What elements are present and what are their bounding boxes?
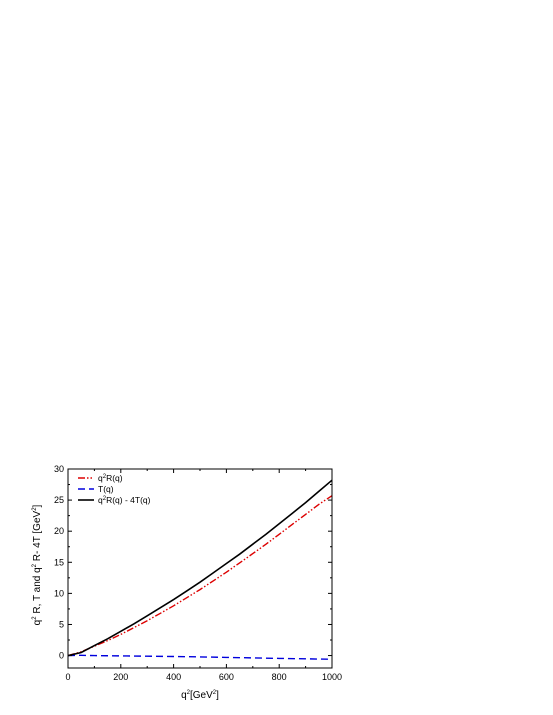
y-tick-label: 0	[59, 651, 64, 661]
x-tick-label: 800	[272, 672, 287, 682]
y-tick-label: 20	[54, 526, 64, 536]
legend-label-1: T(q)	[98, 484, 114, 494]
x-tick-label: 600	[219, 672, 234, 682]
series-line-1	[67, 654, 333, 660]
y-tick-label: 10	[54, 588, 64, 598]
x-axis-title: q2[GeV2]	[181, 690, 219, 701]
x-tick-label: 400	[166, 672, 181, 682]
x-tick-label: 1000	[322, 672, 342, 682]
x-tick-label: 0	[65, 672, 70, 682]
series-line-0	[67, 495, 333, 657]
y-tick-label: 30	[54, 464, 64, 474]
y-tick-label: 25	[54, 495, 64, 505]
y-tick-label: 5	[59, 619, 64, 629]
legend: q2R(q)T(q)q2R(q) - 4T(q)	[78, 473, 151, 505]
legend-label-0: q2R(q)	[98, 473, 123, 483]
y-axis-title: q2 R, T and q2 R- 4T [GeV2]	[32, 504, 43, 625]
plot-area	[67, 479, 333, 660]
y-tick-label: 15	[54, 557, 64, 567]
series-line-2	[67, 479, 333, 657]
legend-label-2: q2R(q) - 4T(q)	[98, 495, 151, 505]
x-tick-label: 200	[113, 672, 128, 682]
axes: 0 200 400 600 800 1000 0 5 10 15 20 25 30	[54, 464, 342, 682]
